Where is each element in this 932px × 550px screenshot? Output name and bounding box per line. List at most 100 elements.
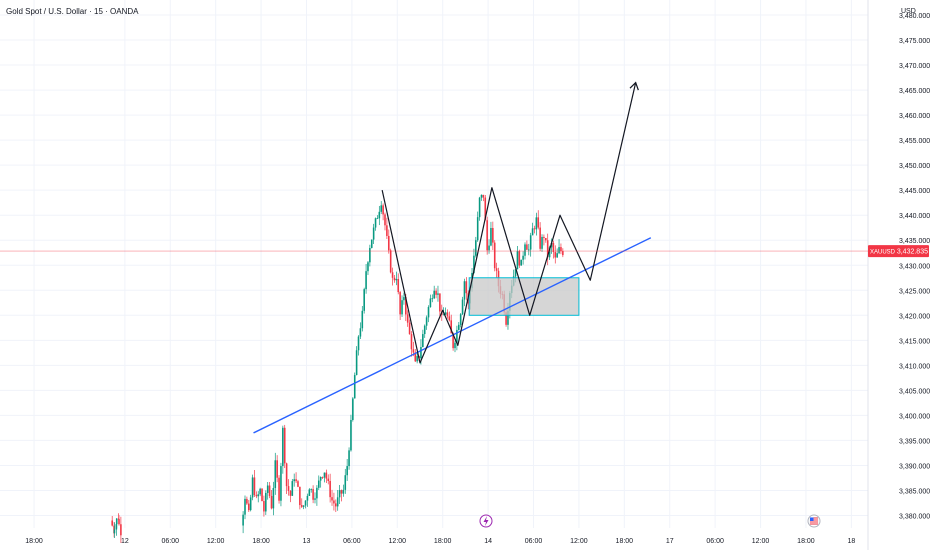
- candle-body: [289, 490, 292, 496]
- us-flag-event-icon: [807, 514, 821, 528]
- candle-body: [338, 490, 341, 498]
- candle-body: [276, 460, 278, 478]
- candle-body: [431, 298, 434, 300]
- candle-body: [251, 477, 254, 498]
- candle-body: [266, 485, 269, 493]
- candle-body: [317, 480, 320, 488]
- candle-body: [336, 497, 339, 507]
- candle-body: [444, 312, 447, 315]
- time-tick-label: 18:00: [616, 538, 634, 545]
- candle-body: [319, 476, 322, 481]
- price-tick-label: 3,395.000: [899, 438, 930, 445]
- candle-body: [291, 481, 294, 496]
- candle-body: [427, 307, 430, 318]
- candle-body: [423, 325, 426, 335]
- candle-body: [263, 501, 265, 512]
- price-tick-label: 3,450.000: [899, 163, 930, 170]
- candle-body: [111, 520, 113, 526]
- symbol-label: XAUUSD: [870, 250, 896, 256]
- candle-body: [397, 279, 400, 293]
- candle-body: [359, 328, 362, 337]
- candle-body: [518, 251, 521, 266]
- candle-body: [548, 247, 551, 258]
- time-tick-label: 18: [847, 538, 855, 545]
- candle-body: [297, 481, 299, 487]
- candle-body: [357, 336, 360, 351]
- time-axis: 18:00 12 06:00 12:00 18:00 13 06:00 12:00 18:00 1…: [25, 538, 855, 545]
- candle-body: [255, 495, 258, 497]
- candle-body: [321, 476, 324, 478]
- price-tick-label: 3,445.000: [899, 188, 930, 195]
- price-tick-label: 3,405.000: [899, 388, 930, 395]
- candle-body: [486, 220, 488, 251]
- price-tick-label: 3,385.000: [899, 488, 930, 495]
- candle-body: [478, 197, 481, 218]
- candle-body: [475, 240, 477, 256]
- time-tick-label: 06:00: [706, 538, 724, 545]
- candle-body: [524, 244, 526, 256]
- axis-currency-label: USD: [901, 8, 916, 15]
- candle-body: [533, 228, 536, 230]
- time-tick-label: 12: [121, 538, 129, 545]
- candle-body: [545, 237, 547, 241]
- candle-body: [399, 292, 401, 315]
- candle-body: [527, 249, 530, 251]
- candle-body: [253, 477, 256, 496]
- candle-body: [410, 334, 413, 350]
- candle-body: [310, 489, 313, 490]
- candle-body: [490, 228, 492, 246]
- candle-body: [401, 300, 403, 315]
- candle-body: [389, 250, 392, 273]
- candle-body: [257, 494, 260, 497]
- candle-body: [539, 227, 541, 249]
- candle-body: [259, 488, 261, 495]
- price-tick-label: 3,465.000: [899, 88, 930, 95]
- projection-arrow-head: [629, 81, 639, 91]
- candle-body: [293, 479, 295, 482]
- candlestick-series: [111, 194, 564, 544]
- candle-body: [541, 236, 543, 249]
- price-tick-label: 3,455.000: [899, 138, 930, 145]
- time-tick-label: 06:00: [162, 538, 180, 545]
- price-tick-label: 3,440.000: [899, 213, 930, 220]
- candle-body: [367, 262, 369, 272]
- candle-body: [473, 255, 475, 273]
- candle-body: [384, 214, 386, 226]
- candle-body: [316, 487, 318, 499]
- price-tick-label: 3,420.000: [899, 313, 930, 320]
- candle-body: [287, 486, 290, 491]
- candle-body: [353, 375, 356, 399]
- candle-body: [492, 228, 494, 243]
- candle-body: [282, 427, 284, 467]
- candle-body: [488, 245, 490, 251]
- candle-body: [526, 244, 528, 250]
- candle-body: [327, 478, 330, 481]
- time-tick-label: 12:00: [570, 538, 588, 545]
- candle-body: [247, 503, 250, 511]
- candle-body: [454, 342, 456, 349]
- candle-body: [115, 518, 118, 525]
- support-trendline: [253, 237, 652, 434]
- candle-body: [484, 197, 487, 221]
- candle-body: [302, 505, 305, 507]
- price-axis-panel: [868, 0, 932, 550]
- candle-body: [249, 497, 252, 511]
- candle-body: [306, 495, 309, 501]
- price-tick-label: 3,430.000: [899, 263, 930, 270]
- candle-body: [442, 314, 445, 316]
- candle-body: [516, 251, 519, 270]
- candle-body: [457, 324, 460, 330]
- candle-body: [369, 247, 371, 263]
- candle-body: [537, 217, 540, 228]
- candle-body: [403, 297, 405, 301]
- candle-body: [274, 460, 277, 488]
- candle-body: [246, 498, 248, 504]
- candle-body: [348, 450, 350, 467]
- candle-body: [393, 277, 396, 281]
- candle-body: [342, 489, 345, 494]
- candle-body: [482, 194, 485, 198]
- candle-body: [408, 322, 411, 335]
- candle-body: [459, 314, 462, 325]
- candle-body: [493, 242, 496, 269]
